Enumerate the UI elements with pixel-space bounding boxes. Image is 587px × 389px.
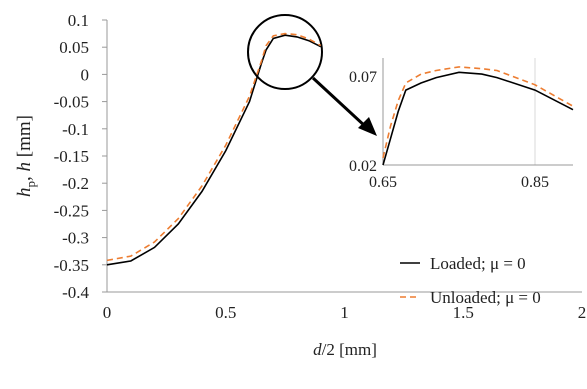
y-axis-label: hp, h [mm] — [14, 115, 38, 197]
x-tick-label: 0 — [103, 303, 112, 322]
x-tick-label: 0.85 — [521, 174, 549, 191]
y-tick-label: -0.3 — [62, 229, 89, 248]
y-label-part: h — [14, 187, 35, 197]
y-tick-label: 0.07 — [349, 69, 377, 86]
y-tick-label: 0 — [81, 65, 90, 84]
zoom-circle — [247, 14, 323, 90]
y-tick-label: -0.15 — [54, 147, 89, 166]
y-tick-label: -0.35 — [54, 256, 89, 275]
y-tick-label: -0.1 — [62, 120, 89, 139]
legend-label: Loaded; μ = 0 — [430, 254, 526, 273]
series-line — [106, 34, 322, 266]
zoom-arrow-head — [358, 117, 377, 136]
x-axis-label: d/2 [mm] — [313, 340, 377, 359]
y-label-part: , — [14, 171, 35, 181]
zoom-arrow — [311, 76, 368, 129]
series-line — [382, 66, 574, 159]
y-label-part: h — [14, 162, 35, 172]
y-tick-label: 0.05 — [59, 38, 89, 57]
y-label-part: [mm] — [14, 115, 35, 162]
x-tick-label: 1.5 — [453, 303, 474, 322]
series-line — [106, 32, 322, 262]
x-tick-label: 1 — [340, 303, 349, 322]
y-tick-label: -0.05 — [54, 93, 89, 112]
x-label-part: d — [313, 340, 322, 359]
x-label-part: /2 [mm] — [322, 340, 377, 359]
x-tick-label: 0.5 — [215, 303, 236, 322]
y-tick-label: -0.2 — [62, 174, 89, 193]
legend-label: Unloaded; μ = 0 — [430, 288, 541, 307]
y-tick-label: -0.25 — [54, 201, 89, 220]
y-tick-label: 0.1 — [68, 11, 89, 30]
series-line — [382, 71, 574, 166]
x-tick-label: 0.65 — [369, 174, 397, 191]
x-tick-label: 2 — [578, 303, 587, 322]
y-label-part: p — [23, 181, 38, 188]
y-tick-label: 0.02 — [349, 158, 377, 175]
y-tick-label: -0.4 — [62, 283, 89, 302]
